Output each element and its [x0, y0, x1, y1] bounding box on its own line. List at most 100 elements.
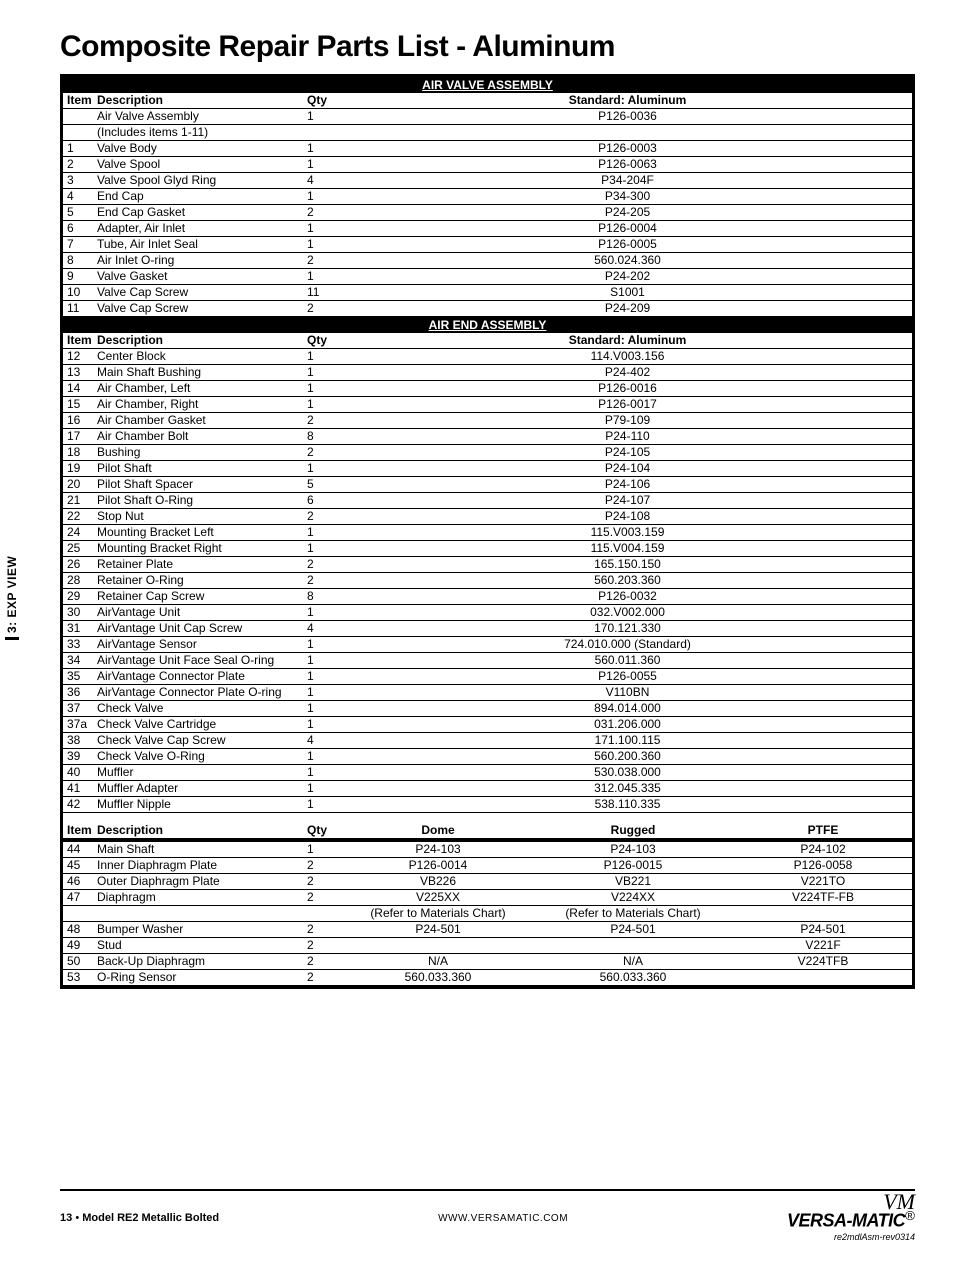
cell-qty: 1: [303, 349, 343, 365]
cell-item: 46: [63, 874, 93, 890]
cell-item: 20: [63, 477, 93, 493]
cell-item: 13: [63, 365, 93, 381]
cell-desc: AirVantage Sensor: [93, 637, 303, 653]
cell-item: 26: [63, 557, 93, 573]
cell-desc: Air Chamber Bolt: [93, 429, 303, 445]
cell-part: V110BN: [343, 685, 912, 701]
cell-qty: 2: [303, 253, 343, 269]
cell-item: 25: [63, 541, 93, 557]
table-row: 40Muffler1530.038.000: [63, 765, 912, 781]
cell-rugged: P126-0015: [533, 858, 733, 874]
cell-desc: Stud: [93, 938, 303, 954]
table-row: 17Air Chamber Bolt8P24-110: [63, 429, 912, 445]
cell-item: 41: [63, 781, 93, 797]
cell-part: P126-0003: [343, 141, 912, 157]
table-row: 26Retainer Plate2165.150.150: [63, 557, 912, 573]
cell-item: 50: [63, 954, 93, 970]
cell-desc: Valve Cap Screw: [93, 285, 303, 301]
col-dome: Dome: [343, 823, 533, 839]
col-rugged: Rugged: [533, 823, 733, 839]
cell-qty: 2: [303, 874, 343, 890]
cell-qty: 1: [303, 797, 343, 813]
table-row: 2Valve Spool1P126-0063: [63, 157, 912, 173]
col-desc: Description: [93, 93, 303, 109]
col-desc: Description: [93, 333, 303, 349]
table-row: 35AirVantage Connector Plate1P126-0055: [63, 669, 912, 685]
cell-ptfe: P24-102: [733, 842, 913, 858]
cell-part: P126-0036: [343, 109, 912, 125]
cell-desc: Muffler Adapter: [93, 781, 303, 797]
footer-revision: re2mdlAsm-rev0314: [787, 1232, 915, 1242]
cell-desc: Retainer O-Ring: [93, 573, 303, 589]
cell-desc: Check Valve Cap Screw: [93, 733, 303, 749]
cell-ptfe: V221TO: [733, 874, 913, 890]
cell-item: 33: [63, 637, 93, 653]
cell-item: 36: [63, 685, 93, 701]
cell-ptfe: V224TF-FB: [733, 890, 913, 906]
cell-part: 312.045.335: [343, 781, 912, 797]
col-qty: Qty: [303, 93, 343, 109]
table-row: 8Air Inlet O-ring2560.024.360: [63, 253, 912, 269]
cell-item: 2: [63, 157, 93, 173]
cell-part: 560.203.360: [343, 573, 912, 589]
cell-qty: 1: [303, 269, 343, 285]
table-row: 25Mounting Bracket Right1115.V004.159: [63, 541, 912, 557]
cell-item: [63, 109, 93, 125]
footer-model-text: Model RE2 Metallic Bolted: [82, 1212, 219, 1224]
cell-qty: 1: [303, 541, 343, 557]
cell-qty: 1: [303, 221, 343, 237]
cell-item: 45: [63, 858, 93, 874]
cell-item: 37a: [63, 717, 93, 733]
table-row: 29Retainer Cap Screw8P126-0032: [63, 589, 912, 605]
cell-item: 4: [63, 189, 93, 205]
cell-qty: 4: [303, 733, 343, 749]
cell-qty: [303, 906, 343, 922]
cell-part: 170.121.330: [343, 621, 912, 637]
cell-qty: 5: [303, 477, 343, 493]
cell-desc: Bushing: [93, 445, 303, 461]
cell-item: 1: [63, 141, 93, 157]
cell-item: 7: [63, 237, 93, 253]
cell-qty: 2: [303, 954, 343, 970]
cell-qty: 2: [303, 970, 343, 986]
table-row: 5End Cap Gasket2P24-205: [63, 205, 912, 221]
cell-part: P126-0017: [343, 397, 912, 413]
cell-part: P34-204F: [343, 173, 912, 189]
table-row: 7Tube, Air Inlet Seal1P126-0005: [63, 237, 912, 253]
cell-rugged: [533, 938, 733, 954]
table-row: 24Mounting Bracket Left1115.V003.159: [63, 525, 912, 541]
cell-desc: Pilot Shaft: [93, 461, 303, 477]
cell-item: 12: [63, 349, 93, 365]
cell-desc: AirVantage Unit Face Seal O-ring: [93, 653, 303, 669]
cell-ptfe: [733, 906, 913, 922]
col-item: Item: [63, 93, 93, 109]
cell-qty: 2: [303, 858, 343, 874]
cell-item: 53: [63, 970, 93, 986]
cell-item: 28: [63, 573, 93, 589]
cell-part: 724.010.000 (Standard): [343, 637, 912, 653]
cell-desc: Valve Body: [93, 141, 303, 157]
cell-dome: (Refer to Materials Chart): [343, 906, 533, 922]
brand-registered-icon: ®: [905, 1208, 915, 1223]
cell-desc: Pilot Shaft Spacer: [93, 477, 303, 493]
table-header-row: Item Description Qty Standard: Aluminum: [63, 93, 912, 109]
footer-model: 13 • Model RE2 Metallic Bolted: [60, 1212, 219, 1224]
table-header-row: Item Description Qty Standard: Aluminum: [63, 333, 912, 349]
footer-page-no: 13: [60, 1212, 72, 1224]
cell-desc: Main Shaft: [93, 842, 303, 858]
cell-item: 3: [63, 173, 93, 189]
cell-item: 35: [63, 669, 93, 685]
cell-item: 34: [63, 653, 93, 669]
table-row: 38Check Valve Cap Screw4171.100.115: [63, 733, 912, 749]
cell-part: P24-104: [343, 461, 912, 477]
cell-desc: Adapter, Air Inlet: [93, 221, 303, 237]
cell-qty: 1: [303, 637, 343, 653]
cell-qty: 1: [303, 749, 343, 765]
cell-part: P24-110: [343, 429, 912, 445]
cell-desc: Tube, Air Inlet Seal: [93, 237, 303, 253]
cell-part: P126-0055: [343, 669, 912, 685]
cell-qty: 1: [303, 781, 343, 797]
cell-desc: [93, 906, 303, 922]
table-row: 44Main Shaft1P24-103P24-103P24-102: [63, 842, 913, 858]
table-row: Air Valve Assembly1P126-0036: [63, 109, 912, 125]
